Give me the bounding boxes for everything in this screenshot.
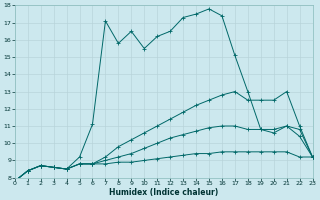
X-axis label: Humidex (Indice chaleur): Humidex (Indice chaleur) — [109, 188, 218, 197]
